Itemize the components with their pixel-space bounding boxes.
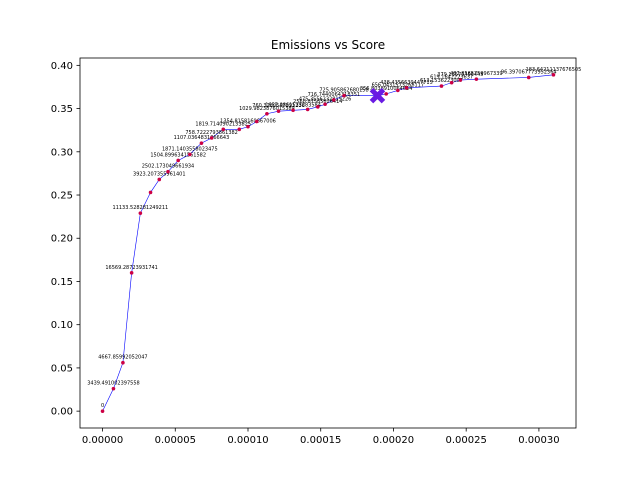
- data-label: 475.3556232819226: [299, 96, 352, 102]
- data-label: 487.3565759967339: [450, 71, 503, 77]
- data-label: 3923.207355961401: [133, 171, 186, 177]
- x-tick-label: 0.00000: [82, 435, 123, 446]
- data-point: [396, 88, 400, 93]
- data-label: 11133.528281249211: [113, 205, 169, 211]
- chart-title: Emissions vs Score: [271, 38, 385, 52]
- data-point: [138, 211, 143, 215]
- y-tick-label: 0.15: [51, 277, 73, 288]
- x-tick-label: 0.00005: [155, 435, 196, 446]
- data-point: [157, 177, 162, 182]
- data-point: [121, 360, 125, 365]
- data-label: 1657.0861533283584: [265, 102, 321, 108]
- data-point: [148, 190, 153, 195]
- axes-frame: [79, 57, 577, 429]
- data-label: 3439.491002397558: [87, 381, 140, 387]
- data-point: [209, 136, 214, 140]
- data-point: [305, 107, 310, 112]
- data-label: 1107.0364831066643: [174, 135, 230, 141]
- data-label: 379.13575456445: [437, 72, 483, 78]
- data-point: [100, 409, 105, 413]
- data-label: 2568.87585826414: [293, 99, 342, 105]
- y-tick-label: 0.30: [51, 147, 73, 158]
- data-label: 613.1536223007: [420, 78, 463, 84]
- data-point: [342, 93, 346, 98]
- data-point: [404, 86, 409, 90]
- data-point: [188, 152, 192, 157]
- data-point: [323, 102, 327, 107]
- data-label: 1871.1403558023475: [162, 146, 218, 152]
- plot-area: 0 3439.491002397558 4667.85992052047 16569.…: [87, 67, 581, 413]
- data-point: [526, 75, 531, 80]
- data-point: [237, 127, 242, 132]
- data-label: 1029.9823876015389: [239, 106, 295, 112]
- data-point: [551, 73, 556, 77]
- data-label: 656.0431573268117: [372, 82, 425, 88]
- highlight-marker: [369, 87, 386, 104]
- data-point: [199, 141, 204, 145]
- x-tick-label: 0.00020: [373, 435, 414, 446]
- data-point: [166, 169, 170, 174]
- data-point: [474, 77, 479, 81]
- data-point: [384, 92, 388, 96]
- data-label: 716.7440064318351: [308, 92, 361, 98]
- data-point: [254, 119, 259, 124]
- data-point: [129, 271, 134, 275]
- data-point: [291, 108, 295, 113]
- data-point: [111, 386, 116, 391]
- data-label: 1504.8996341561582: [150, 152, 206, 158]
- x-tick-label: 0.00025: [446, 435, 487, 446]
- y-tick-label: 0.10: [51, 320, 73, 331]
- series-line: [102, 74, 554, 412]
- data-label: 0: [101, 403, 104, 409]
- data-label: 760.3280547291236: [252, 103, 305, 109]
- data-label: 758.7222793861382: [185, 130, 238, 136]
- data-label: 96.397067773952364: [501, 69, 557, 75]
- data-point: [176, 158, 180, 163]
- data-label: 438.4356639447715: [380, 80, 433, 86]
- y-tick-label: 0.20: [51, 234, 73, 245]
- data-point: [221, 127, 226, 132]
- data-label: 16569.28723931741: [105, 265, 158, 271]
- data-label: 725.905862680158: [319, 88, 368, 94]
- y-tick-label: 0.40: [51, 61, 73, 72]
- data-point: [316, 105, 320, 109]
- data-point: [265, 111, 269, 116]
- data-label: 2502.173049661934: [142, 164, 195, 170]
- data-label: 183.64211137676505: [526, 67, 582, 73]
- data-label: 4667.85992052047: [98, 355, 147, 361]
- data-point: [246, 124, 250, 129]
- data-point: [458, 78, 463, 82]
- x-tick-label: 0.00015: [300, 435, 341, 446]
- data-point: [439, 84, 444, 88]
- data-point: [449, 80, 454, 85]
- x-tick-label: 0.00010: [227, 435, 268, 446]
- y-tick-label: 0.25: [51, 191, 73, 202]
- y-tick-label: 0.00: [51, 407, 73, 418]
- data-label: 356.8038910064654: [360, 86, 413, 92]
- data-label: 1819.7140902133825: [195, 121, 251, 127]
- data-point: [332, 98, 336, 102]
- y-tick-label: 0.35: [51, 104, 73, 115]
- data-label: 619.1642223637: [430, 75, 473, 81]
- y-axis: 0.00 0.05 0.10 0.15 0.20 0.25 0.30 0.35 0.40: [51, 61, 80, 418]
- y-tick-label: 0.05: [51, 363, 73, 374]
- data-label: 1354.8158160667006: [220, 119, 276, 125]
- data-point: [276, 109, 281, 113]
- x-axis: 0.00000 0.00005 0.00010 0.00015 0.00020 0.000…: [82, 428, 560, 446]
- x-tick-label: 0.00030: [518, 435, 559, 446]
